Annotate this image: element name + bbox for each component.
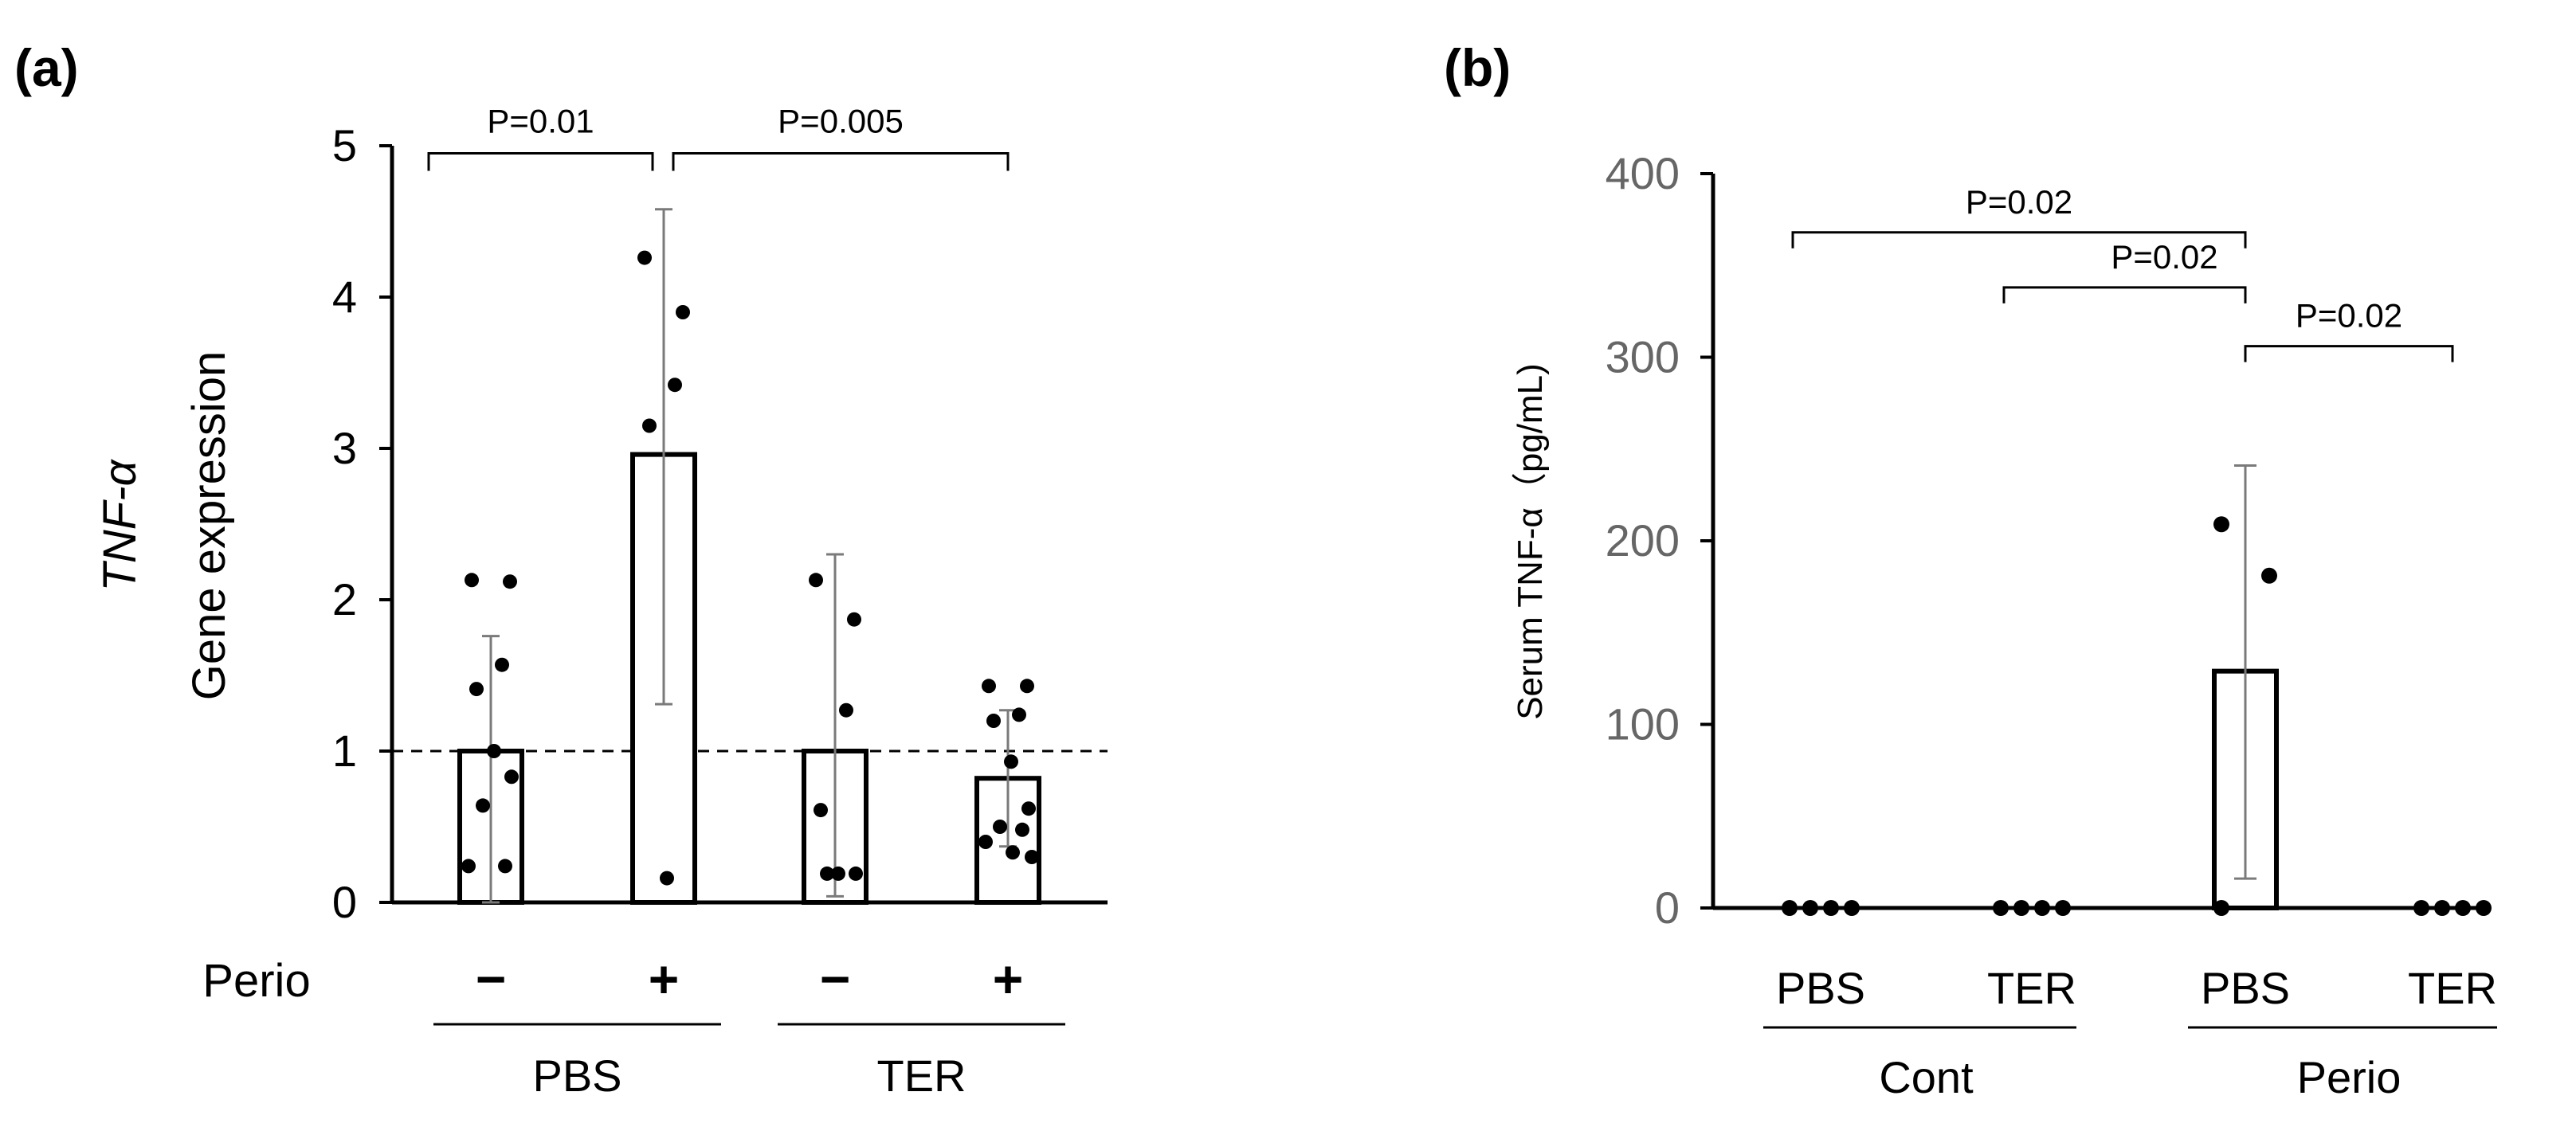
panel-b-data-point bbox=[1823, 900, 1839, 916]
panel-a-ytick-label: 4 bbox=[332, 272, 357, 322]
panel-b-significance-bracket bbox=[1791, 231, 2247, 248]
panel-b-ytick-label: 300 bbox=[1606, 332, 1680, 382]
panel-a-data-point bbox=[469, 682, 484, 697]
panel-a-data-point bbox=[1020, 679, 1034, 694]
panel-a-data-point bbox=[978, 835, 993, 849]
panel-a-data-point bbox=[809, 573, 823, 588]
panel-b-pvalue: P=0.02 bbox=[1966, 183, 2072, 221]
panel-b-group-label: Perio bbox=[2297, 1052, 2402, 1102]
panel-b-data-point bbox=[2455, 900, 2471, 916]
panel-a-data-point bbox=[660, 871, 674, 886]
panel-a-data-point bbox=[1004, 754, 1018, 769]
panel-a-data-point bbox=[814, 803, 828, 818]
panel-b-data-point bbox=[2434, 900, 2450, 916]
panel-a-ylabel-gene: TNF-α bbox=[94, 459, 146, 592]
panel-b-significance-bracket bbox=[2244, 345, 2454, 362]
panel-a-ylabel: Gene expression bbox=[183, 351, 235, 700]
panel-a-data-point bbox=[503, 574, 517, 589]
panel-b-data-point bbox=[2213, 516, 2229, 533]
panel-a-ytick-label: 3 bbox=[332, 423, 357, 473]
panel-a-data-point bbox=[982, 679, 996, 694]
panel-a-data-point bbox=[847, 612, 861, 627]
panel-a-data-point bbox=[465, 573, 479, 588]
panel-a-data-point bbox=[504, 769, 519, 785]
panel-b-ytick-label: 100 bbox=[1606, 699, 1680, 749]
panel-a-data-point bbox=[461, 859, 476, 874]
panel-b-data-point bbox=[1782, 900, 1798, 916]
panel-a-group-label: TER bbox=[877, 1051, 966, 1101]
panel-a-perio-sign: − bbox=[476, 949, 507, 1008]
panel-b-label: (b) bbox=[1444, 38, 1511, 97]
panel-a-perio-sign: + bbox=[993, 949, 1024, 1008]
panel-b-ytick-label: 0 bbox=[1655, 882, 1680, 933]
panel-b-ylabel: Serum TNF-α（pg/mL) bbox=[1511, 363, 1550, 720]
panel-a-data-point bbox=[820, 866, 834, 881]
panel-a-data-point bbox=[1015, 822, 1029, 837]
panel-b-group-label: Cont bbox=[1879, 1052, 1974, 1102]
panel-b-data-point bbox=[1802, 900, 1818, 916]
panel-b-ytick-label: 200 bbox=[1606, 515, 1680, 565]
panel-a-perio-sign: + bbox=[649, 949, 680, 1008]
panel-a-data-point bbox=[1012, 707, 1026, 722]
panel-a-ytick-label: 0 bbox=[332, 877, 357, 927]
panel-b-data-point bbox=[2034, 900, 2050, 916]
panel-a-data-point bbox=[642, 418, 657, 433]
panel-a-data-point bbox=[831, 866, 845, 881]
panel-b-data-point bbox=[2013, 900, 2029, 916]
panel-a-data-point bbox=[849, 866, 863, 881]
panel-b-data-point bbox=[2476, 900, 2492, 916]
panel-a-data-point bbox=[487, 744, 501, 758]
panel-b-category-label: PBS bbox=[2201, 963, 2290, 1013]
panel-a-perio-label: Perio bbox=[202, 955, 310, 1007]
panel-a-label: (a) bbox=[14, 38, 79, 97]
panel-a-group-label: PBS bbox=[532, 1051, 621, 1101]
panel-b-category-label: PBS bbox=[1776, 963, 1865, 1013]
panel-b-data-point bbox=[1844, 900, 1860, 916]
panel-a-ytick-label: 1 bbox=[332, 726, 357, 776]
panel-a-data-point bbox=[676, 305, 690, 319]
panel-b-data-point bbox=[2413, 900, 2429, 916]
panel-a-data-point bbox=[498, 859, 512, 874]
panel-a-data-point bbox=[1025, 850, 1039, 864]
panel-a-perio-sign: − bbox=[820, 949, 851, 1008]
panel-b-data-point bbox=[2261, 567, 2277, 584]
panel-a-ytick-label: 2 bbox=[332, 574, 357, 624]
panel-b-category-label: TER bbox=[1987, 963, 2076, 1013]
panel-a-data-point bbox=[476, 798, 490, 813]
panel-a-data-point bbox=[1021, 801, 1036, 816]
panel-a-significance-bracket bbox=[427, 152, 654, 171]
panel-a-data-point bbox=[986, 714, 1001, 728]
panel-b-ytick-label: 400 bbox=[1606, 148, 1680, 198]
panel-a-data-point bbox=[993, 820, 1007, 834]
panel-b-data-point bbox=[2055, 900, 2071, 916]
panel-a-data-point bbox=[495, 657, 509, 672]
panel-a-pvalue: P=0.005 bbox=[778, 103, 904, 140]
panel-b-category-label: TER bbox=[2408, 963, 2497, 1013]
panel-a-data-point bbox=[839, 702, 853, 718]
panel-a-data-point bbox=[1006, 845, 1020, 860]
panel-b-significance-bracket bbox=[2002, 286, 2247, 303]
panel-a-pvalue: P=0.01 bbox=[487, 103, 594, 140]
panel-a-data-point bbox=[668, 378, 682, 393]
panel-a-data-point bbox=[637, 250, 652, 265]
panel-a-significance-bracket bbox=[672, 152, 1010, 171]
panel-b-data-point bbox=[2213, 900, 2229, 916]
panel-b-pvalue: P=0.02 bbox=[2296, 297, 2402, 335]
panel-b-data-point bbox=[1993, 900, 2009, 916]
panel-b-pvalue: P=0.02 bbox=[2111, 238, 2217, 276]
panel-a-ytick-label: 5 bbox=[332, 120, 357, 170]
